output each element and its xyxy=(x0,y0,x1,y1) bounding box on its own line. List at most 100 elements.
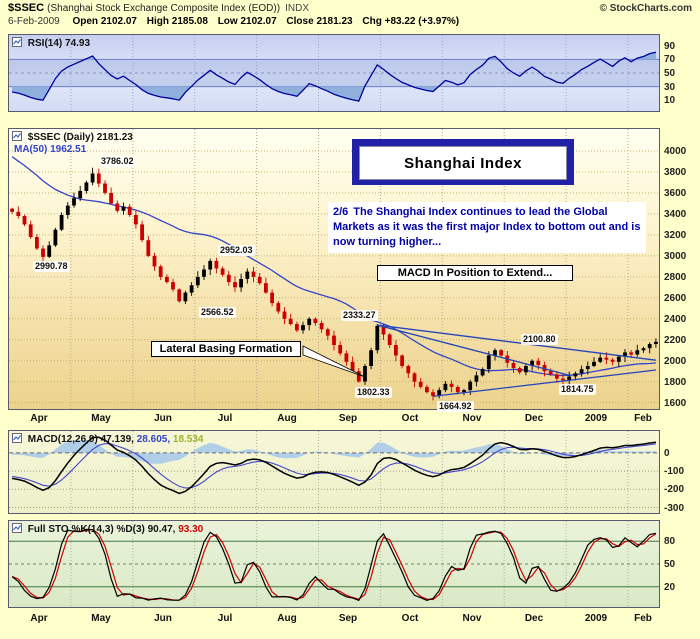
x-axis-month-label: Oct xyxy=(401,613,419,624)
macd-hist-value: 18.534 xyxy=(172,434,204,445)
macd-panel xyxy=(8,430,660,514)
comment-text: The Shanghai Index continues to lead the… xyxy=(333,206,641,248)
rsi-value: 74.93 xyxy=(65,38,91,49)
price-annotation-label: 2990.78 xyxy=(33,261,70,272)
y-axis-tick: 80 xyxy=(664,536,676,548)
quote-date: 6-Feb-2009 xyxy=(8,16,60,27)
x-axis-month-label: Oct xyxy=(401,413,419,424)
y-axis-tick: 2800 xyxy=(664,271,687,283)
x-axis-month-label: Jul xyxy=(217,613,233,624)
price-label-symbol: $SSEC (Daily) xyxy=(27,132,94,143)
y-axis-tick: -300 xyxy=(664,502,685,514)
y-axis-tick: 2000 xyxy=(664,355,687,367)
quote-close: Close 2181.23 xyxy=(286,16,353,27)
x-axis-month-label: 2009 xyxy=(584,613,608,624)
ma-label: MA(50) xyxy=(14,144,48,155)
macd-label: MACD(12,26,9) xyxy=(27,434,98,445)
shanghai-index-title-box: Shanghai Index xyxy=(352,139,574,185)
rsi-label: RSI(14) xyxy=(27,38,63,49)
y-axis-tick: 3200 xyxy=(664,229,687,241)
y-axis-tick: 3400 xyxy=(664,208,687,220)
y-axis-tick: -200 xyxy=(664,484,685,496)
y-axis-tick: 50 xyxy=(664,559,676,570)
x-axis-month-label: Nov xyxy=(462,413,482,424)
basing-note: Lateral Basing Formation xyxy=(151,341,301,357)
y-axis-tick: 90 xyxy=(664,40,676,52)
price-annotation-label: 3786.02 xyxy=(99,156,136,167)
x-axis-month-label: May xyxy=(91,413,111,424)
sto-header: Full STO %K(14,3) %D(3) 90.47, 93.30 xyxy=(12,523,203,536)
x-axis-month-label: Aug xyxy=(277,613,297,624)
stochastic-panel xyxy=(8,520,660,608)
chart-header: $SSEC (Shanghai Stock Exchange Composite… xyxy=(8,2,466,27)
price-annotation-label: 1664.92 xyxy=(437,401,474,412)
exchange-label: INDX xyxy=(285,3,309,14)
y-axis-tick: 4000 xyxy=(664,146,687,158)
x-axis-month-label: Jul xyxy=(217,413,233,424)
y-axis-tick: 0 xyxy=(664,447,670,459)
comment-date-prefix: 2/6 xyxy=(333,206,349,218)
rsi-header: RSI(14) 74.93 xyxy=(12,37,90,50)
y-axis-tick: 1600 xyxy=(664,397,687,409)
sto-d-value: 93.30 xyxy=(178,524,204,535)
x-axis-month-label: May xyxy=(91,613,111,624)
sto-k-value: 90.47, xyxy=(147,524,176,535)
instrument-name: (Shanghai Stock Exchange Composite Index… xyxy=(47,3,281,14)
indicator-icon xyxy=(12,131,22,144)
quote-change: Chg +83.22 (+3.97%) xyxy=(362,16,460,27)
ma-header: MA(50) 1962.51 xyxy=(14,144,86,155)
ma-value: 1962.51 xyxy=(50,144,87,155)
rsi-panel xyxy=(8,34,660,112)
x-axis-month-label: 2009 xyxy=(584,413,608,424)
price-annotation-label: 2952.03 xyxy=(218,245,255,256)
y-axis-tick: 70 xyxy=(664,54,676,66)
y-axis-tick: 30 xyxy=(664,81,676,93)
x-axis-month-label: Dec xyxy=(524,413,544,424)
y-axis-tick: 20 xyxy=(664,581,676,593)
macd-signal-value: 28.605, xyxy=(136,434,171,445)
price-last-value: 2181.23 xyxy=(96,132,133,143)
y-axis-tick: 2200 xyxy=(664,334,687,346)
macd-value: 47.139, xyxy=(100,434,134,445)
x-axis-month-label: Apr xyxy=(30,413,48,424)
indicator-icon xyxy=(12,433,22,446)
x-axis-month-label: Apr xyxy=(30,613,48,624)
quote-low: Low 2102.07 xyxy=(217,16,277,27)
quote-open: Open 2102.07 xyxy=(72,16,137,27)
y-axis-tick: 2600 xyxy=(664,292,687,304)
x-axis-month-label: Feb xyxy=(634,613,652,624)
macd-note: MACD In Position to Extend... xyxy=(377,265,573,281)
x-axis-month-label: Feb xyxy=(634,413,652,424)
price-annotation-label: 2566.52 xyxy=(199,307,236,318)
x-axis-month-label: Sep xyxy=(338,413,358,424)
sto-label: Full STO %K(14,3) %D(3) xyxy=(27,524,145,535)
y-axis-tick: 10 xyxy=(664,95,676,107)
macd-header: MACD(12,26,9) 47.139, 28.605, 18.534 xyxy=(12,433,204,446)
title-line: $SSEC (Shanghai Stock Exchange Composite… xyxy=(8,2,466,14)
x-axis-month-label: Jun xyxy=(154,613,172,624)
y-axis-tick: 1800 xyxy=(664,376,687,388)
title-text: Shanghai Index xyxy=(359,146,567,180)
y-axis-tick: 3600 xyxy=(664,187,687,199)
indicator-icon xyxy=(12,37,22,50)
y-axis-tick: 2400 xyxy=(664,313,687,325)
quote-high: High 2185.08 xyxy=(146,16,208,27)
y-axis-tick: -100 xyxy=(664,466,685,478)
price-annotation-label: 1802.33 xyxy=(355,387,392,398)
x-axis-month-label: Aug xyxy=(277,413,297,424)
x-axis-month-label: Nov xyxy=(462,613,482,624)
y-axis-tick: 50 xyxy=(664,68,676,79)
y-axis-tick: 3000 xyxy=(664,250,687,262)
price-header: $SSEC (Daily) 2181.23 xyxy=(12,131,133,144)
commentary-note: 2/6 The Shanghai Index continues to lead … xyxy=(328,202,646,253)
x-axis-month-label: Dec xyxy=(524,613,544,624)
price-annotation-label: 2333.27 xyxy=(341,310,378,321)
x-axis-month-label: Sep xyxy=(338,613,358,624)
price-annotation-label: 1814.75 xyxy=(559,384,596,395)
indicator-icon xyxy=(12,523,22,536)
copyright: © StockCharts.com xyxy=(599,3,692,14)
ticker-symbol: $SSEC xyxy=(8,2,45,14)
y-axis-tick: 3800 xyxy=(664,166,687,178)
x-axis-month-label: Jun xyxy=(154,413,172,424)
quote-line: 6-Feb-2009 Open 2102.07 High 2185.08 Low… xyxy=(8,16,466,27)
